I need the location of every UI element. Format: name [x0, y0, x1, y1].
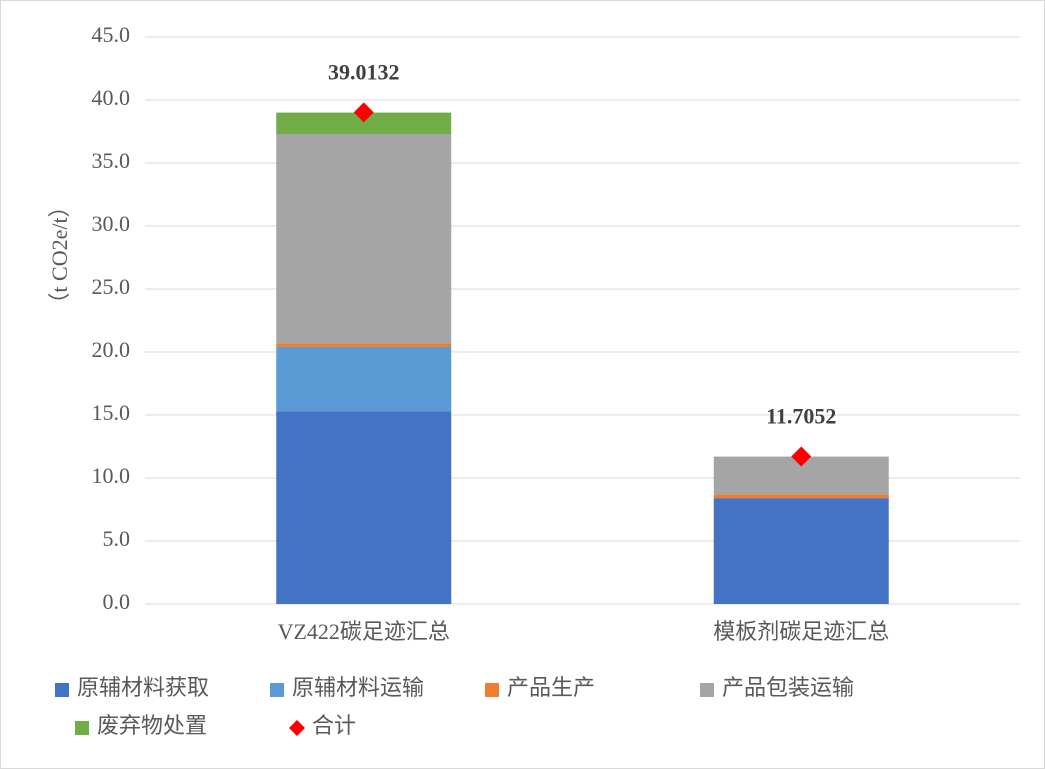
y-tick-label: 20.0 — [92, 337, 131, 362]
total-marker — [353, 102, 374, 123]
bar-segment — [276, 134, 452, 344]
y-tick-label: 5.0 — [103, 526, 131, 551]
total-label: 11.7052 — [766, 404, 836, 429]
y-tick-label: 45.0 — [92, 22, 131, 47]
legend-label: 原辅材料运输 — [292, 675, 424, 700]
bar-segment — [276, 411, 452, 604]
total-marker — [791, 446, 812, 467]
y-tick-label: 0.0 — [103, 589, 131, 614]
legend-label: 原辅材料获取 — [77, 675, 209, 700]
legend-swatch — [289, 720, 305, 736]
total-label: 39.0132 — [328, 59, 400, 84]
y-tick-label: 25.0 — [92, 274, 131, 299]
y-tick-label: 30.0 — [92, 211, 131, 236]
bar-segment — [276, 346, 452, 412]
bar-segment — [713, 494, 889, 499]
y-tick-label: 10.0 — [92, 463, 131, 488]
bar-segment — [276, 343, 452, 347]
legend-swatch — [55, 683, 69, 697]
bar-segment — [713, 498, 889, 604]
y-tick-label: 40.0 — [92, 85, 131, 110]
x-tick-label: VZ422碳足迹汇总 — [278, 619, 450, 644]
y-tick-label: 15.0 — [92, 400, 131, 425]
x-tick-label: 模板剂碳足迹汇总 — [713, 619, 889, 644]
legend-label: 废弃物处置 — [97, 713, 207, 738]
legend-swatch — [700, 683, 714, 697]
legend-label: 产品生产 — [507, 675, 595, 700]
legend-label: 产品包装运输 — [722, 675, 854, 700]
legend-swatch — [485, 683, 499, 697]
y-tick-label: 35.0 — [92, 148, 131, 173]
legend-swatch — [270, 683, 284, 697]
bar-segment — [276, 112, 452, 135]
legend-swatch — [75, 721, 89, 735]
y-axis-title: （t CO2e/t） — [47, 195, 72, 314]
legend-label: 合计 — [312, 713, 356, 738]
